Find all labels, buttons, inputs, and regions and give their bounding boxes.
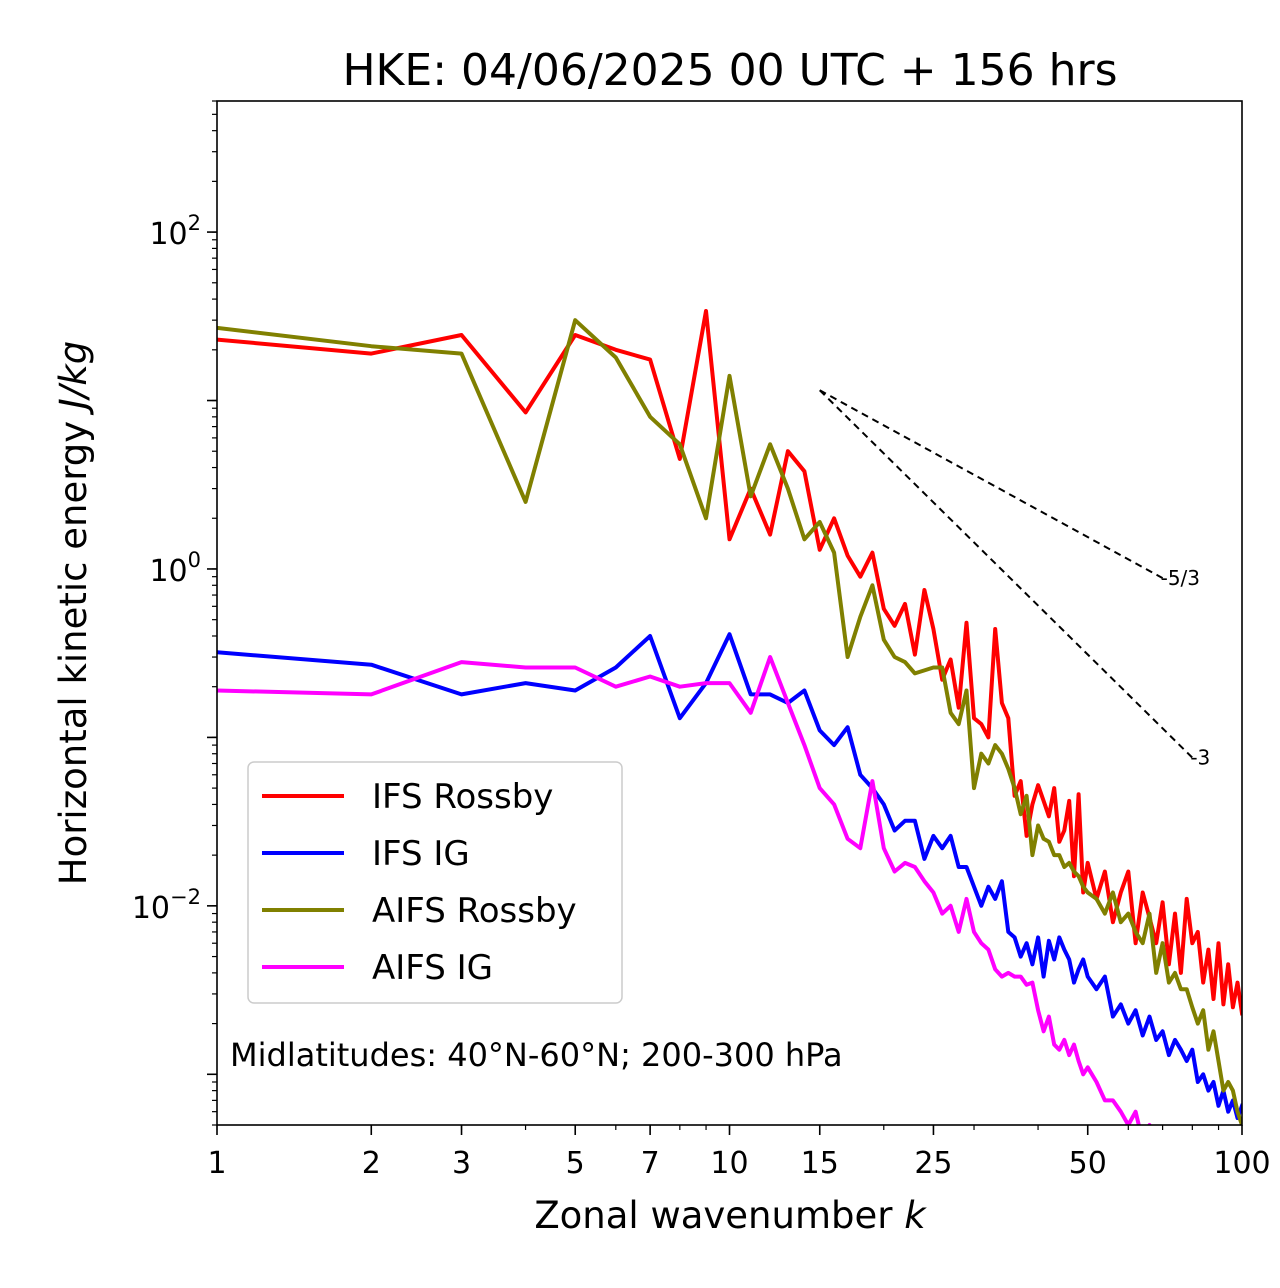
x-axis-label: Zonal wavenumber k — [534, 1194, 927, 1237]
series-layer — [217, 309, 1242, 1125]
region-annotation: Midlatitudes: 40°N-60°N; 200-300 hPa — [230, 1036, 843, 1074]
x-tick-label: 10 — [710, 1146, 748, 1181]
x-tick-label: 50 — [1069, 1146, 1107, 1181]
slope-line-1 — [819, 389, 1194, 759]
series-line-0 — [217, 309, 1242, 1016]
plot-frame — [216, 100, 1243, 1126]
series-line-1 — [217, 632, 1242, 1120]
y-tick-label: 100 — [149, 548, 201, 589]
legend-label-2: AIFS Rossby — [372, 891, 577, 931]
legend-label-3: AIFS IG — [372, 948, 493, 988]
y-tick-label: 102 — [149, 211, 201, 252]
x-tick-label: 5 — [566, 1146, 585, 1181]
slope-line-0 — [819, 389, 1164, 579]
y-axis-label-unit: J/kg — [52, 341, 95, 416]
x-tick-label: 7 — [641, 1146, 660, 1181]
chart-title: HKE: 04/06/2025 00 UTC + 156 hrs — [342, 45, 1117, 96]
y-axis-label-main: Horizontal kinetic energy — [52, 409, 95, 885]
slope-label-0: -5/3 — [1161, 566, 1200, 590]
x-tick-label: 25 — [914, 1146, 952, 1181]
axis-ticks: 1 2 3 5 7 10 15 25 50 100 102 100 10−2 — [132, 100, 1271, 1181]
slope-label-1: -3 — [1190, 746, 1210, 770]
series-line-3 — [217, 655, 1152, 1125]
legend-box — [247, 761, 623, 1004]
y-axis-label: Horizontal kinetic energy J/kg — [52, 341, 95, 885]
x-tick-label: 3 — [452, 1146, 471, 1181]
y-tick-label: 10−2 — [132, 885, 201, 926]
x-axis-label-main: Zonal wavenumber — [534, 1194, 904, 1237]
x-axis-label-variable: k — [904, 1194, 927, 1237]
series-line-2 — [217, 318, 1242, 1125]
legend: IFS Rossby IFS IG AIFS Rossby AIFS IG — [247, 761, 623, 1004]
x-tick-label: 2 — [362, 1146, 381, 1181]
legend-label-1: IFS IG — [372, 834, 470, 874]
legend-label-0: IFS Rossby — [372, 777, 553, 817]
reference-lines: -5/3 -3 — [819, 389, 1210, 770]
x-tick-label: 1 — [207, 1146, 226, 1181]
x-tick-label: 100 — [1213, 1146, 1270, 1181]
x-tick-label: 15 — [801, 1146, 839, 1181]
